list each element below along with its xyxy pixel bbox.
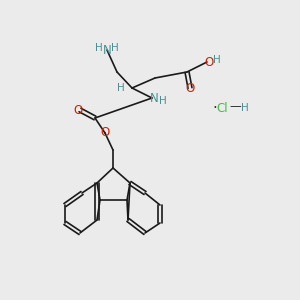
Text: O: O: [74, 103, 82, 116]
Text: ·: ·: [213, 100, 218, 116]
Text: N: N: [103, 44, 111, 56]
Text: H: H: [241, 103, 249, 113]
Text: N: N: [150, 92, 158, 104]
Text: —: —: [229, 100, 241, 113]
Text: H: H: [159, 96, 167, 106]
Text: Cl: Cl: [216, 101, 228, 115]
Text: O: O: [100, 127, 109, 140]
Text: H: H: [111, 43, 119, 53]
Text: H: H: [213, 55, 221, 65]
Text: O: O: [204, 56, 214, 68]
Text: O: O: [185, 82, 195, 95]
Text: H: H: [117, 83, 125, 93]
Text: H: H: [95, 43, 103, 53]
